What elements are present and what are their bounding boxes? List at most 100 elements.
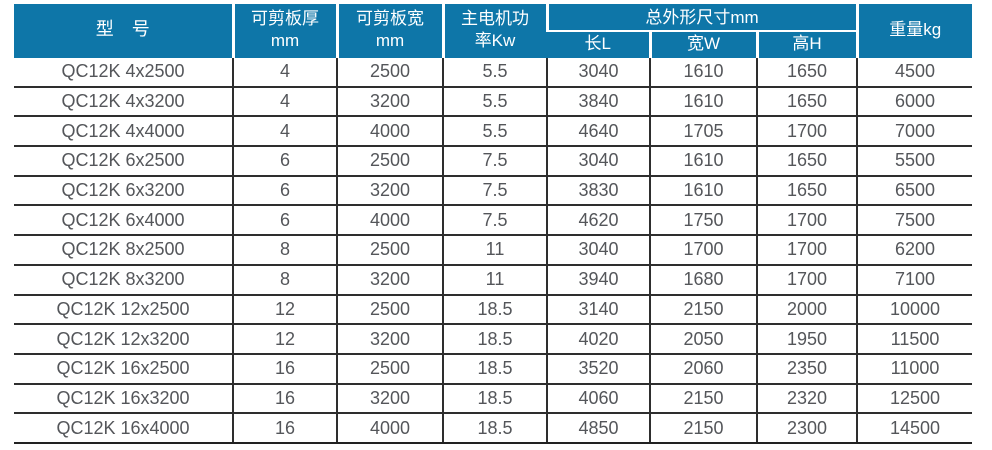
motor-power-cell: 5.5 (442, 86, 547, 118)
dim-length-cell: 3040 (546, 146, 650, 177)
weight-cell: 10000 (856, 294, 973, 326)
dim-length-cell: 4620 (546, 205, 650, 237)
weight-cell: 4500 (856, 58, 973, 88)
table-row: QC12K 8x2500 8 2500 11 3040 1700 1700 62… (14, 235, 973, 266)
weight-cell: 14500 (856, 413, 973, 444)
thickness-cell: 8 (232, 264, 337, 296)
dim-width-cell: 1700 (649, 235, 757, 266)
dim-width-cell: 1610 (649, 58, 757, 88)
model-cell: QC12K 16x3200 (14, 383, 233, 415)
plate-width-cell: 2500 (336, 146, 443, 177)
motor-power-cell: 18.5 (442, 324, 547, 355)
dim-height-cell: 1950 (755, 324, 858, 355)
motor-power-cell: 5.5 (442, 116, 547, 148)
weight-cell: 7500 (856, 205, 973, 237)
dim-width-cell: 2050 (649, 324, 757, 355)
table-body: QC12K 4x2500 4 2500 5.5 3040 1610 1650 4… (14, 58, 973, 444)
dim-length-cell: 4850 (546, 413, 650, 444)
weight-cell: 6500 (856, 175, 973, 207)
thickness-cell: 6 (232, 205, 337, 237)
weight-cell: 7100 (856, 264, 973, 296)
thickness-cell: 16 (232, 353, 337, 385)
dim-width-cell: 1680 (649, 264, 757, 296)
weight-cell: 6000 (856, 86, 973, 118)
motor-power-cell: 18.5 (442, 383, 547, 415)
dim-length-cell: 3940 (546, 264, 650, 296)
model-cell: QC12K 12x2500 (14, 294, 233, 326)
header-model: 型 号 (14, 4, 233, 58)
plate-width-cell: 2500 (336, 353, 443, 385)
table-row: QC12K 4x3200 4 3200 5.5 3840 1610 1650 6… (14, 86, 973, 118)
dim-width-cell: 2060 (649, 353, 757, 385)
dim-height-cell: 2000 (755, 294, 858, 326)
table-row: QC12K 4x2500 4 2500 5.5 3040 1610 1650 4… (14, 58, 973, 88)
motor-power-cell: 18.5 (442, 353, 547, 385)
spec-table: 型 号 可剪板厚 mm 可剪板宽 mm 主电机功 率Kw 总外形尺寸mm 重量k… (14, 4, 973, 444)
dim-width-cell: 1610 (649, 175, 757, 207)
model-cell: QC12K 4x2500 (14, 58, 233, 88)
motor-power-cell: 18.5 (442, 294, 547, 326)
dim-width-cell: 2150 (649, 383, 757, 415)
weight-cell: 5500 (856, 146, 973, 177)
dim-length-cell: 4020 (546, 324, 650, 355)
dim-width-cell: 1750 (649, 205, 757, 237)
thickness-cell: 6 (232, 175, 337, 207)
header-thickness: 可剪板厚 mm (231, 4, 337, 58)
header-dim-height: 高H (755, 31, 858, 58)
header-weight: 重量kg (855, 4, 973, 58)
dim-length-cell: 4060 (546, 383, 650, 415)
table-row: QC12K 16x4000 16 4000 18.5 4850 2150 230… (14, 413, 973, 444)
dim-height-cell: 2300 (755, 413, 858, 444)
table-row: QC12K 12x2500 12 2500 18.5 3140 2150 200… (14, 294, 973, 326)
model-cell: QC12K 4x3200 (14, 86, 233, 118)
plate-width-cell: 3200 (336, 324, 443, 355)
table-row: QC12K 6x4000 6 4000 7.5 4620 1750 1700 7… (14, 205, 973, 237)
plate-width-cell: 2500 (336, 235, 443, 266)
table-row: QC12K 6x3200 6 3200 7.5 3830 1610 1650 6… (14, 175, 973, 207)
thickness-cell: 4 (232, 116, 337, 148)
dim-length-cell: 3040 (546, 235, 650, 266)
weight-cell: 6200 (856, 235, 973, 266)
weight-cell: 11500 (856, 324, 973, 355)
table-row: QC12K 16x3200 16 3200 18.5 4060 2150 232… (14, 383, 973, 415)
dim-height-cell: 2350 (755, 353, 858, 385)
model-cell: QC12K 16x4000 (14, 413, 233, 444)
plate-width-cell: 3200 (336, 175, 443, 207)
model-cell: QC12K 6x2500 (14, 146, 233, 177)
thickness-cell: 4 (232, 58, 337, 88)
dim-length-cell: 4640 (546, 116, 650, 148)
header-plate-width: 可剪板宽 mm (335, 4, 443, 58)
thickness-cell: 12 (232, 294, 337, 326)
motor-power-cell: 11 (442, 235, 547, 266)
plate-width-cell: 4000 (336, 116, 443, 148)
model-cell: QC12K 6x3200 (14, 175, 233, 207)
dim-height-cell: 1700 (755, 264, 858, 296)
model-cell: QC12K 8x3200 (14, 264, 233, 296)
motor-power-cell: 11 (442, 264, 547, 296)
dim-height-cell: 1650 (755, 58, 858, 88)
motor-power-cell: 7.5 (442, 175, 547, 207)
dim-width-cell: 1610 (649, 146, 757, 177)
plate-width-cell: 4000 (336, 205, 443, 237)
thickness-cell: 16 (232, 413, 337, 444)
header-motor-power: 主电机功 率Kw (441, 4, 547, 58)
plate-width-cell: 3200 (336, 383, 443, 415)
model-cell: QC12K 16x2500 (14, 353, 233, 385)
motor-power-cell: 18.5 (442, 413, 547, 444)
dim-width-cell: 1610 (649, 86, 757, 118)
thickness-cell: 6 (232, 146, 337, 177)
plate-width-cell: 3200 (336, 86, 443, 118)
dim-height-cell: 2320 (755, 383, 858, 415)
header-row-sub: 长L 宽W 高H (14, 31, 972, 58)
table-row: QC12K 6x2500 6 2500 7.5 3040 1610 1650 5… (14, 146, 973, 177)
weight-cell: 11000 (856, 353, 973, 385)
header-row-top: 型 号 可剪板厚 mm 可剪板宽 mm 主电机功 率Kw 总外形尺寸mm 重量k… (14, 4, 973, 58)
thickness-cell: 4 (232, 86, 337, 118)
header-dimensions-group: 总外形尺寸mm (545, 4, 858, 32)
thickness-cell: 16 (232, 383, 337, 415)
dim-height-cell: 1700 (755, 205, 858, 237)
table-row: QC12K 4x4000 4 4000 5.5 4640 1705 1700 7… (14, 116, 973, 148)
dim-length-cell: 3840 (546, 86, 650, 118)
dim-height-cell: 1700 (755, 235, 858, 266)
